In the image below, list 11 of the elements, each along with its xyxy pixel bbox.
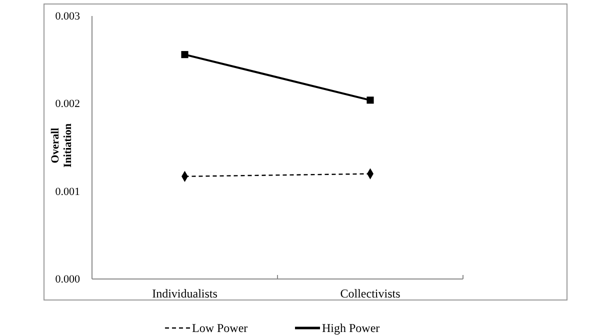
y-tick-label: 0.001: [55, 186, 80, 198]
y-tick-label: 0.002: [55, 98, 80, 110]
legend-label: High Power: [322, 321, 380, 335]
y-tick-label: 0.003: [55, 10, 80, 23]
y-axis-title: Overall Initiation: [50, 123, 74, 168]
x-tick-label: Individualists: [152, 286, 218, 301]
x-tick-label: Collectivists: [340, 286, 401, 301]
y-tick-label: 0.000: [55, 274, 80, 286]
point: [181, 51, 188, 58]
point: [366, 96, 374, 104]
legend-label: Low Power: [192, 321, 248, 335]
